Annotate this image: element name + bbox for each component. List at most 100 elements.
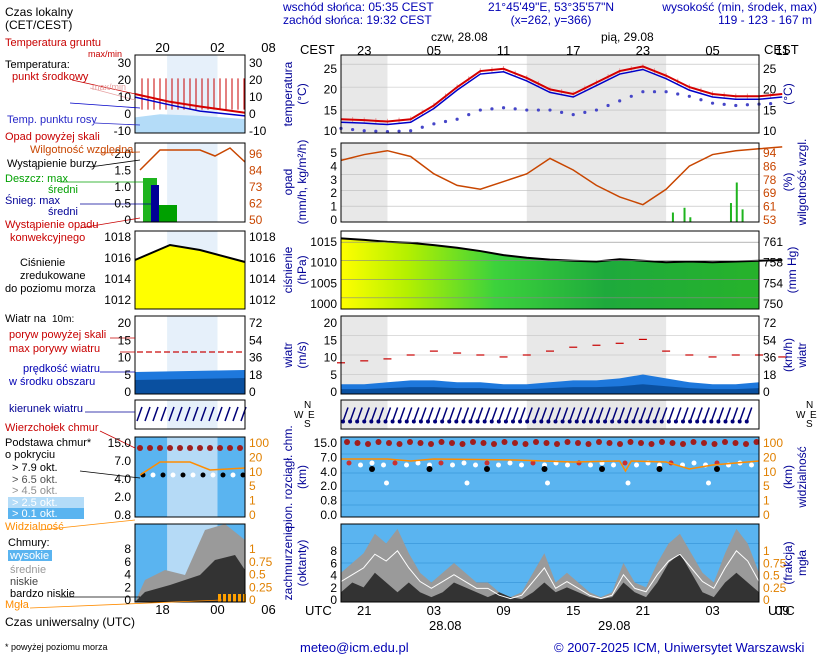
tick-left: 0 <box>124 213 131 227</box>
wind-axis-label-unit: (m/s) <box>295 341 309 368</box>
legend-cloud-base-dot <box>210 472 216 478</box>
cloud-base-dot <box>438 460 444 466</box>
tick-right: 18 <box>249 368 263 382</box>
panel-frame <box>340 54 760 134</box>
rain-bar <box>741 209 744 222</box>
legend-cloud-top-dot <box>147 445 153 451</box>
utc-hour-label: 03 <box>427 603 441 618</box>
high-cloud-line <box>340 550 760 600</box>
legend-cloud-base-1: Podstawa chmur* <box>5 437 92 449</box>
wind-arrow-tail <box>440 419 445 424</box>
tick-left: 1 <box>330 200 337 214</box>
wind-arrow-tail <box>723 419 728 424</box>
wind-arrow-tail <box>652 419 657 424</box>
tick-right: 10 <box>249 465 263 479</box>
legend-okt-4-bg <box>8 497 84 508</box>
panel-bg <box>341 437 759 517</box>
legend-frame <box>134 436 246 518</box>
utc-hour-label: 21 <box>357 603 371 618</box>
cloud-base-dot <box>507 460 513 466</box>
wind-arrow <box>675 407 682 422</box>
wind-arrow-tail <box>659 419 664 424</box>
legend-pointer-line <box>71 79 141 96</box>
dew-point-dot <box>501 106 506 110</box>
sunset: zachód słońca: 19:32 CEST <box>283 13 432 27</box>
cloud-base-dot <box>565 462 570 468</box>
legend-snow-bar <box>151 185 159 222</box>
wind-arrow-tail <box>567 419 572 424</box>
tick-left: 25 <box>324 62 338 76</box>
tick-left: 1010 <box>310 256 337 270</box>
dew-point-dot <box>513 107 517 111</box>
legend-cl-high: wysokie <box>9 550 49 562</box>
panel-ticks: 2.0 1.5 1.0 0.5 0 96 84 73 62 50 <box>114 147 262 227</box>
wind-core-area <box>341 384 783 394</box>
wind-arrow <box>590 407 597 422</box>
wind-arrow <box>476 407 484 422</box>
legend-okt-3: > 4.5 okt. <box>12 485 58 497</box>
legend-conv: Wystąpienie opadu <box>5 219 98 231</box>
legend-cloud-base-dot <box>200 472 206 478</box>
panel-frame <box>340 399 760 430</box>
wind-arrow <box>625 407 633 422</box>
wind-arrow <box>703 407 710 422</box>
night-stripe <box>341 400 388 429</box>
legend-cloud-top-dot <box>167 445 173 451</box>
wind-arrow <box>377 407 385 422</box>
tz-right: CEST <box>764 42 799 57</box>
wind-arrow-tail <box>511 419 515 424</box>
tick-left: 4.0 <box>114 472 131 486</box>
cloud-base-dot <box>346 460 352 466</box>
legend-cl-mid: średnie <box>10 564 46 576</box>
compass-w: W <box>796 410 806 421</box>
wind-arrow-tail <box>673 419 678 424</box>
tick-right: 1 <box>763 494 770 508</box>
wind-arrow-tail <box>489 419 494 424</box>
utc-date1: 28.08 <box>429 618 462 633</box>
legend-top-hours: 20 02 08 <box>155 40 275 55</box>
legend-dew-area <box>135 114 245 133</box>
footer-email[interactable]: meteo@icm.edu.pl <box>300 640 409 655</box>
legend-wind-speed-1: prędkość wiatru <box>23 363 100 375</box>
tick-left: 15.0 <box>314 436 338 450</box>
wind-arrow-tail <box>610 419 615 424</box>
wind-arrow-tail <box>744 419 749 424</box>
tick-left: 0 <box>124 107 131 121</box>
legend-wind-arrow <box>208 406 215 422</box>
precip-axis-label: opad (mm/h, kg/m²/h) <box>281 140 309 225</box>
tick-right: -10 <box>249 124 267 138</box>
compass-n: N <box>304 400 311 411</box>
rain-bar <box>735 182 738 222</box>
night-stripe <box>526 143 667 222</box>
dew-point-dot <box>652 90 657 94</box>
wind-arrow <box>604 407 611 422</box>
legend-panel-precip <box>134 142 246 223</box>
legend-top-hour: 02 <box>210 40 224 55</box>
legend-wind-arrow <box>200 406 207 422</box>
legend-pointer-line <box>79 217 141 229</box>
wind-arrow <box>398 407 406 422</box>
legend-temp-mid: punkt środkowy <box>12 71 89 83</box>
wind-arrow <box>731 407 739 422</box>
tick-right: 0.75 <box>249 555 273 569</box>
panel-ticks: 30 20 10 0 -10 30 20 10 0 -10 <box>114 56 267 138</box>
cloud-top-dot <box>428 441 434 447</box>
tick-left: 10 <box>324 351 338 365</box>
tick-left: 8 <box>330 544 337 558</box>
wind-arrow-tail <box>454 419 459 424</box>
legend-pointers <box>29 79 223 609</box>
cloud-top-dot <box>365 441 371 447</box>
tick-right: 20 <box>763 450 777 464</box>
tick-left: 1015 <box>310 235 337 249</box>
tick-right: 73 <box>249 180 263 194</box>
tick-left: 4.0 <box>320 465 337 479</box>
legend-cloud-base-dot <box>240 472 246 478</box>
pressure-line <box>340 237 783 264</box>
cloud-base-dot <box>369 460 375 466</box>
wind-arrow <box>540 407 548 422</box>
dew-point-dot <box>455 117 459 121</box>
legend-cloud-top-dot <box>187 445 193 451</box>
wind-arrow-tail <box>581 419 586 424</box>
legend-cloud-top-dot <box>157 445 163 451</box>
